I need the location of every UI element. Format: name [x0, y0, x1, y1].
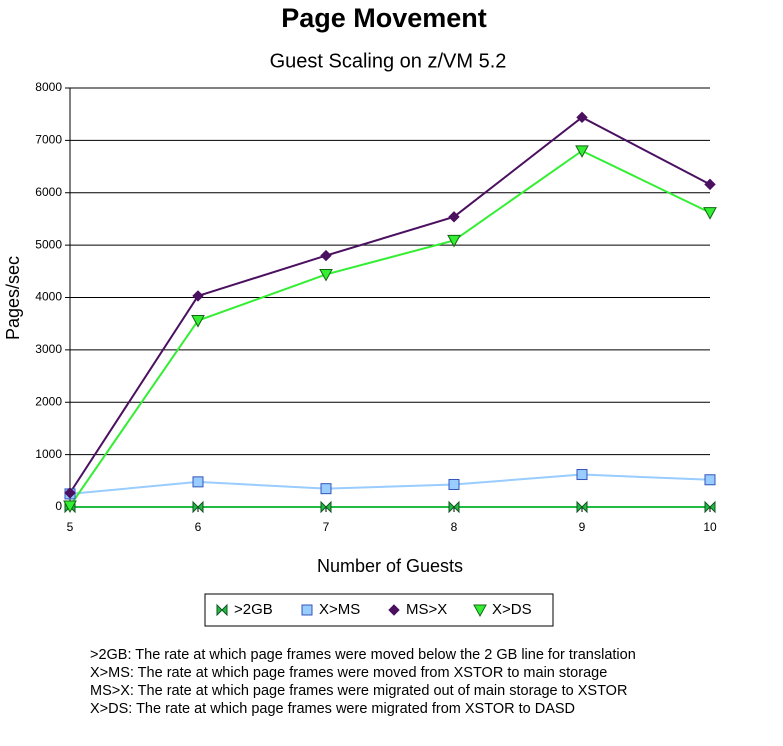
series-line	[69, 116, 711, 494]
y-tick-label: 0	[55, 499, 62, 513]
y-tick-label: 2000	[35, 394, 62, 408]
x-tick-label: 9	[579, 520, 586, 534]
legend-label: X>MS	[319, 601, 360, 618]
marker	[320, 249, 332, 262]
x-tick-label: 10	[703, 520, 717, 534]
y-tick-label: 4000	[35, 290, 62, 304]
legend-marker	[216, 603, 228, 617]
legend-marker	[473, 604, 487, 618]
y-tick-label: 8000	[35, 80, 62, 94]
marker	[448, 478, 460, 490]
y-tick-label: 3000	[35, 342, 62, 356]
x-tick-label: 7	[323, 520, 330, 534]
x-tick-label: 5	[67, 520, 74, 534]
marker	[576, 500, 588, 514]
series-line	[69, 149, 711, 507]
legend-label: X>DS	[492, 601, 532, 618]
legend-marker	[301, 604, 313, 616]
marker	[704, 500, 716, 514]
marker	[63, 500, 77, 513]
chart-subtitle: Guest Scaling on z/VM 5.2	[270, 50, 507, 72]
y-tick-label: 1000	[35, 447, 62, 461]
legend-label: MS>X	[406, 601, 447, 618]
y-tick-label: 6000	[35, 185, 62, 199]
y-tick-label: 7000	[35, 133, 62, 147]
x-tick-label: 8	[451, 520, 458, 534]
marker	[320, 483, 332, 495]
note: X>MS: The rate at which page frames were…	[90, 665, 607, 681]
marker	[447, 234, 461, 248]
marker	[320, 500, 332, 514]
marker	[704, 178, 716, 191]
y-tick-label: 5000	[35, 237, 62, 251]
legend-box	[204, 593, 554, 627]
marker	[192, 476, 204, 488]
marker	[192, 500, 204, 514]
marker	[64, 487, 76, 499]
legend-marker	[388, 604, 400, 616]
marker	[703, 207, 717, 220]
marker	[192, 290, 204, 302]
legend-label: >2GB	[234, 601, 273, 618]
y-axis-label: Pages/sec	[3, 256, 23, 340]
marker	[448, 500, 460, 514]
marker	[448, 211, 460, 223]
chart-title: Page Movement	[281, 3, 487, 33]
marker	[319, 268, 333, 282]
marker	[191, 315, 205, 328]
note: X>DS: The rate at which page frames were…	[90, 701, 575, 717]
marker	[704, 474, 716, 486]
marker	[576, 111, 588, 124]
note: >2GB: The rate at which page frames were…	[90, 647, 636, 663]
series-line	[69, 473, 711, 495]
marker	[576, 469, 588, 481]
marker	[575, 145, 589, 158]
x-axis-label: Number of Guests	[317, 556, 463, 576]
note: MS>X: The rate at which page frames were…	[90, 683, 627, 699]
x-tick-label: 6	[195, 520, 202, 534]
